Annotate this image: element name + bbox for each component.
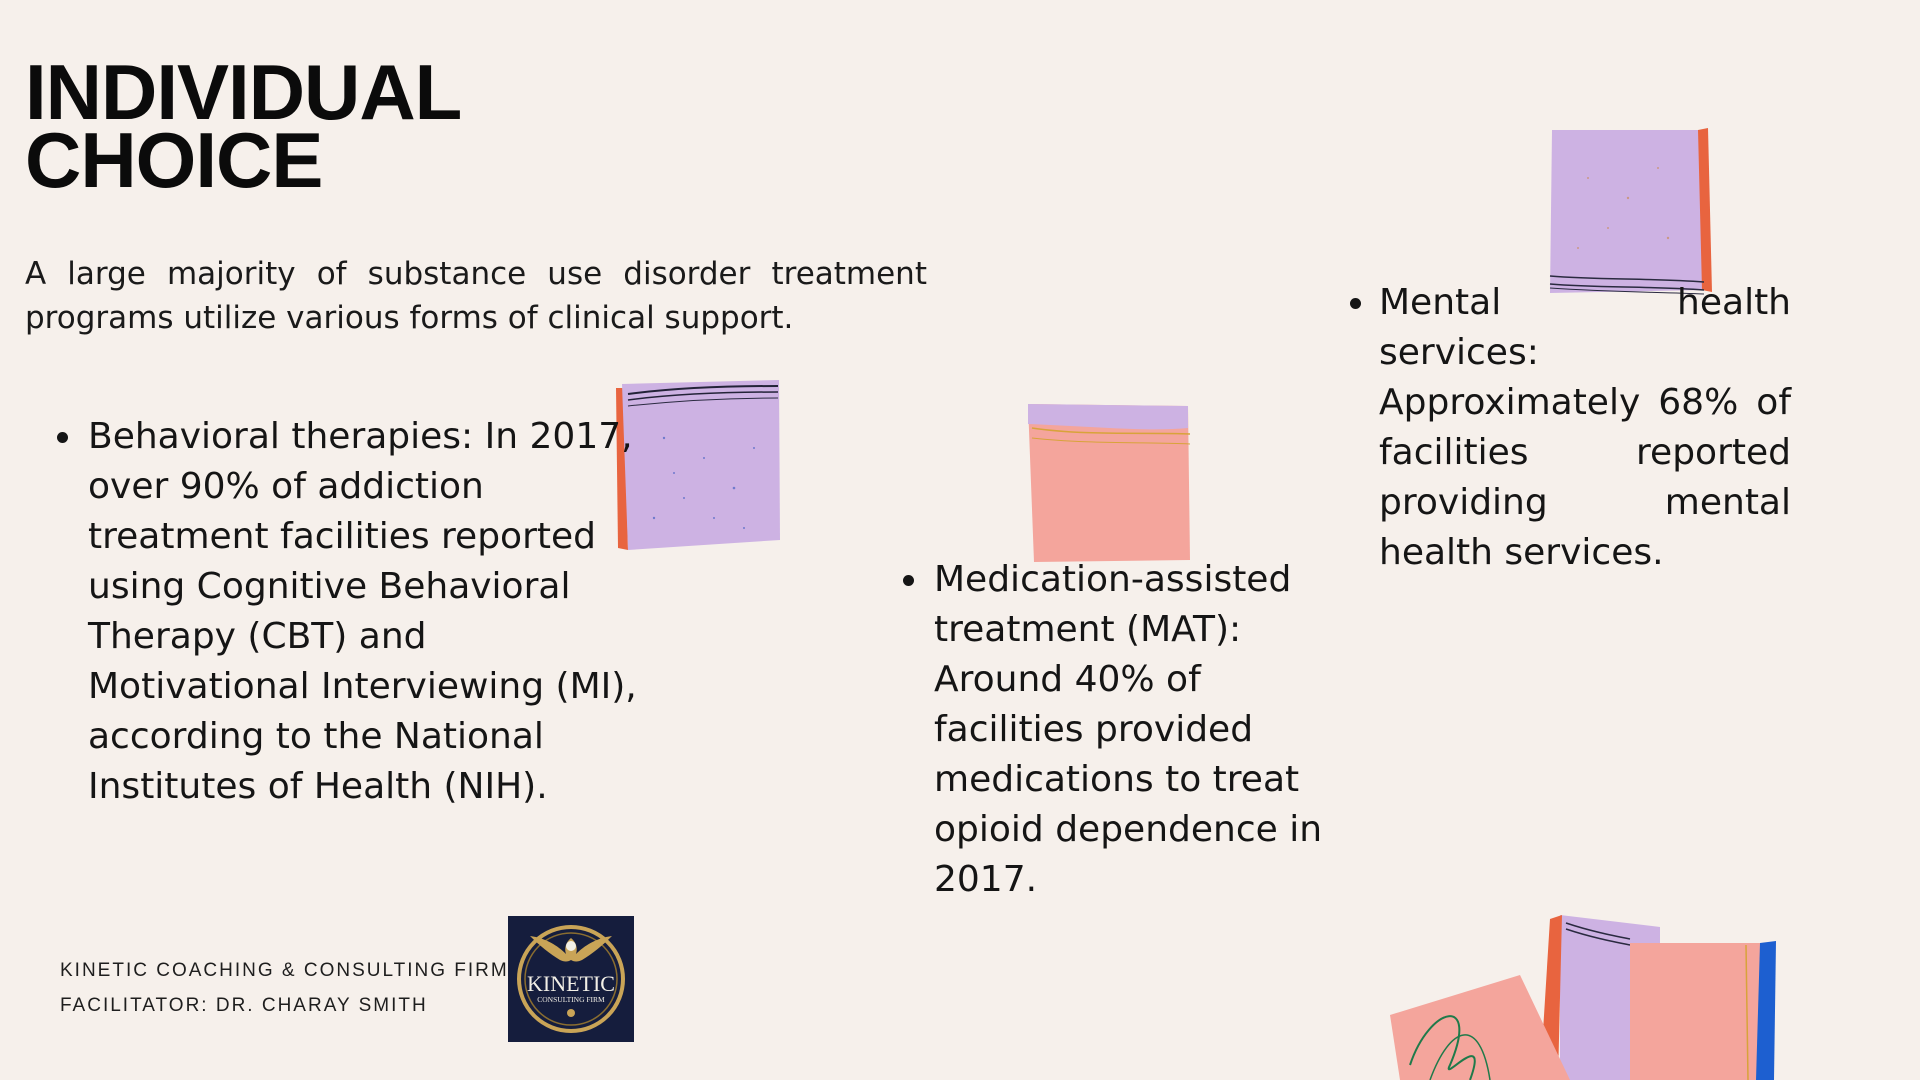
footer-facilitator: FACILITATOR: DR. CHARAY SMITH (60, 995, 428, 1016)
kinetic-logo: KINETIC CONSULTING FIRM (508, 916, 634, 1042)
bullet-medication-assisted-treatment: Medication-assisted treatment (MAT): Aro… (871, 555, 1361, 905)
title-line-2: CHOICE (25, 116, 323, 204)
bullet-behavioral-therapies: Behavioral therapies: In 2017, over 90% … (25, 412, 645, 812)
title-line-1: INDIVIDUAL (25, 48, 462, 136)
logo-name: KINETIC (527, 971, 615, 996)
decorative-paper-pink (1028, 404, 1191, 562)
intro-paragraph: A large majority of substance use disord… (25, 256, 927, 336)
bullet-mental-health-services: Mental health services: Approximately 68… (1316, 278, 1791, 578)
eagle-icon (530, 936, 612, 962)
decorative-paper-collage (1390, 915, 1776, 1080)
slide-title: INDIVIDUAL CHOICE (25, 48, 462, 204)
decorative-paper-lavender-1 (616, 380, 780, 550)
logo-subtitle: CONSULTING FIRM (537, 995, 605, 1004)
footer-firm-name: KINETIC COACHING & CONSULTING FIRM (60, 960, 509, 981)
decorative-paper-lavender-2 (1549, 128, 1712, 295)
